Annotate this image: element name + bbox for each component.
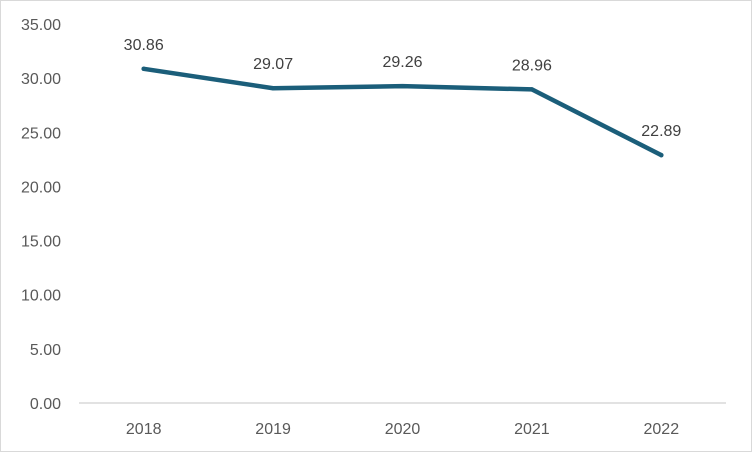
y-tick-label: 35.00 xyxy=(21,17,61,34)
x-tick-label: 2020 xyxy=(385,421,421,438)
y-tick-label: 20.00 xyxy=(21,179,61,196)
x-axis-tick-labels: 2018 2019 2020 2021 2022 xyxy=(126,421,679,438)
data-point xyxy=(141,66,146,72)
data-point xyxy=(529,87,535,92)
x-tick-label: 2018 xyxy=(126,421,162,438)
data-label: 29.26 xyxy=(382,54,422,71)
data-label: 22.89 xyxy=(641,123,681,140)
data-point xyxy=(400,83,405,89)
x-tick-label: 2019 xyxy=(255,421,291,438)
x-tick-label: 2022 xyxy=(644,421,680,438)
x-tick-label: 2021 xyxy=(514,421,550,438)
y-tick-label: 0.00 xyxy=(30,396,61,413)
y-tick-label: 25.00 xyxy=(21,125,61,142)
series-layer xyxy=(141,66,664,158)
data-label: 29.07 xyxy=(253,56,293,73)
data-labels: 30.86 29.07 29.26 28.96 22.89 xyxy=(124,37,682,140)
data-label: 30.86 xyxy=(124,37,164,54)
y-tick-label: 15.00 xyxy=(21,234,61,251)
y-axis-tick-labels: 0.00 5.00 10.00 15.00 20.00 25.00 30.00 35.00 xyxy=(21,17,61,413)
data-label: 28.96 xyxy=(512,57,552,74)
data-point xyxy=(270,86,276,91)
y-tick-label: 10.00 xyxy=(21,288,61,305)
series-line xyxy=(141,66,664,158)
y-tick-label: 30.00 xyxy=(21,71,61,88)
y-tick-label: 5.00 xyxy=(30,342,61,359)
data-point xyxy=(659,152,664,158)
